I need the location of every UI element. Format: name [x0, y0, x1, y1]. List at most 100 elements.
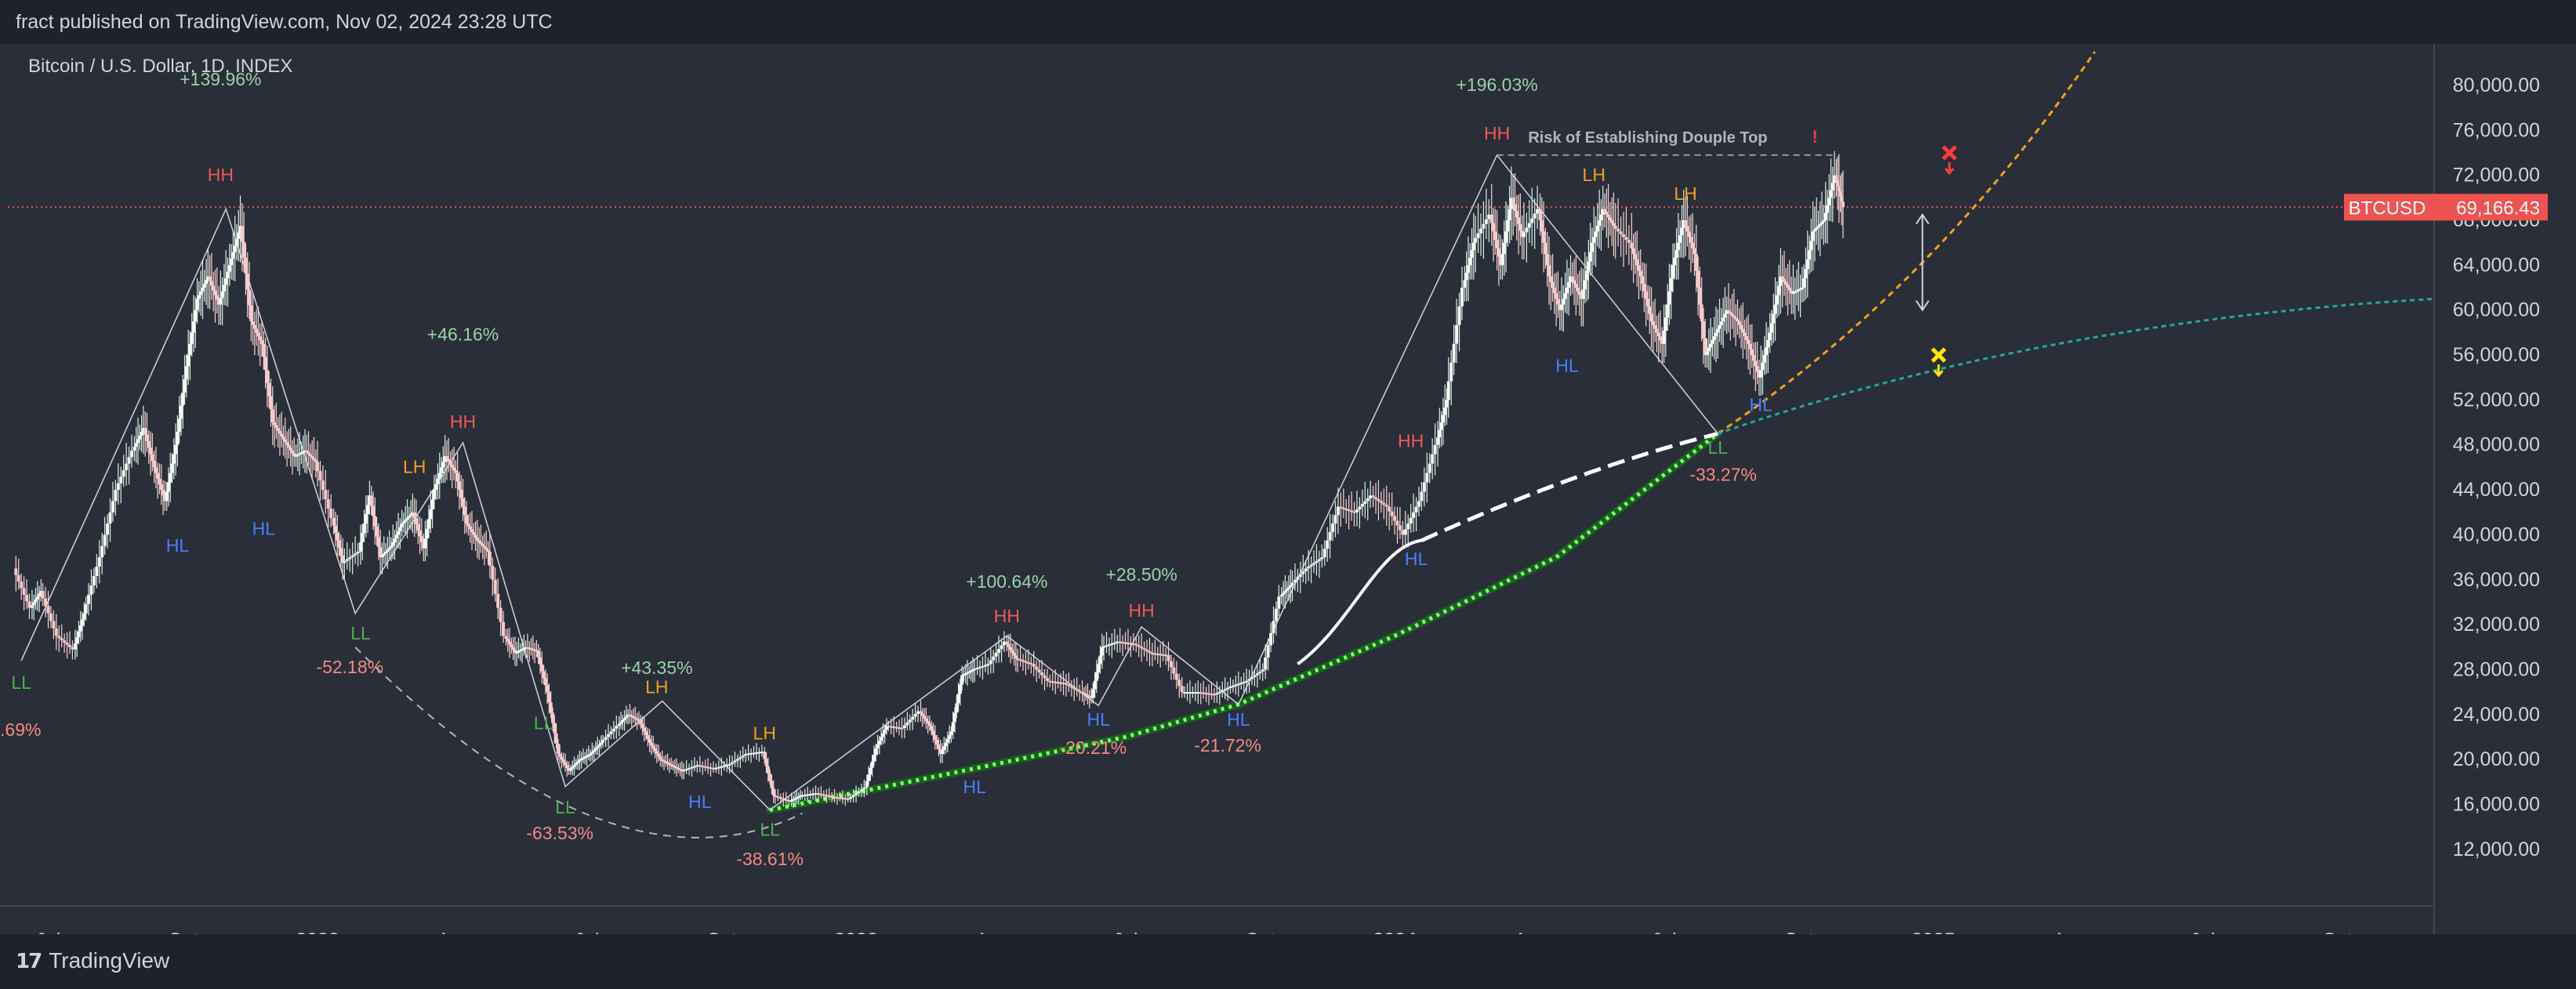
candle-body: [1412, 512, 1416, 518]
chart-panel[interactable]: Bitcoin / U.S. Dollar, 1D, INDEX 80,000.0…: [0, 44, 2576, 934]
candle-body: [375, 526, 379, 537]
candle-body: [1645, 299, 1649, 306]
candle-body: [77, 631, 81, 638]
candle-body: [1464, 272, 1468, 281]
candle-body: [655, 751, 659, 754]
candle-body: [1126, 643, 1130, 645]
candle-body: [749, 753, 753, 755]
candle-body: [288, 447, 292, 451]
candle-body: [78, 625, 82, 632]
candle-body: [1630, 242, 1634, 248]
candle-body: [1377, 499, 1381, 502]
candle-body: [1723, 313, 1727, 318]
candle-body: [1656, 332, 1660, 337]
candle-body: [1118, 641, 1122, 643]
candle-body: [682, 770, 686, 772]
candle-body: [867, 774, 871, 781]
candle-body: [1744, 336, 1748, 340]
candle-body: [827, 795, 831, 798]
candle-body: [427, 519, 431, 529]
candle-body: [784, 799, 788, 801]
candle-body: [409, 514, 413, 516]
candle-body: [1422, 482, 1426, 492]
candle-body: [862, 787, 866, 790]
teal-projection-curve: [1717, 297, 2435, 435]
candle-body: [318, 471, 322, 481]
candle-body: [1560, 304, 1564, 310]
candle-body: [599, 742, 603, 745]
candle-body: [766, 766, 770, 774]
candle-body: [1555, 293, 1558, 299]
candle-body: [1226, 687, 1230, 690]
candle-body: [945, 738, 949, 743]
candle-body: [1648, 306, 1652, 314]
candle-body: [30, 605, 34, 608]
candle-body: [199, 291, 203, 295]
candle-body: [642, 727, 646, 732]
candle-body: [213, 290, 217, 295]
candle-body: [956, 694, 960, 704]
candle-body: [1140, 647, 1144, 649]
header-bar: fract published on TradingView.com, Nov …: [0, 0, 2576, 44]
candle-body: [1515, 211, 1518, 218]
tradingview-logo[interactable]: 𝟭𝟳 TradingView: [16, 948, 169, 973]
candle-body: [244, 257, 248, 274]
candle-body: [1613, 226, 1617, 229]
candle-body: [1497, 248, 1500, 257]
candle-body: [923, 715, 927, 719]
candle-body: [933, 735, 937, 741]
candle-body: [983, 665, 987, 667]
candle-body: [1711, 339, 1714, 344]
candle-body: [1445, 400, 1449, 408]
pivot-label-lh: LH: [1674, 183, 1696, 204]
candle-body: [874, 748, 878, 755]
candle-body: [273, 422, 277, 426]
candle-body: [49, 613, 53, 621]
candle-body: [249, 305, 253, 322]
candle-body: [1245, 680, 1249, 683]
candle-body: [525, 647, 529, 649]
candle-body: [1573, 280, 1576, 284]
candle-body: [1502, 242, 1506, 255]
candle-body: [590, 752, 594, 754]
candle-body: [1622, 234, 1626, 237]
candle-body: [1812, 229, 1816, 232]
candle-body: [517, 650, 521, 653]
candle-body: [25, 594, 29, 602]
candle-body: [324, 490, 328, 500]
candle-body: [432, 490, 436, 500]
candle-body: [1765, 347, 1769, 356]
candle-body: [1212, 694, 1216, 696]
candle-body: [808, 794, 812, 796]
candle-body: [285, 442, 289, 445]
candle-body: [706, 766, 710, 769]
candle-body: [1698, 288, 1702, 305]
candle-body: [1833, 175, 1837, 183]
candle-body: [437, 473, 441, 479]
candle-body: [283, 439, 287, 443]
candle-body: [981, 665, 985, 668]
candle-body: [1552, 288, 1556, 294]
pivot-label-ll: LL: [1707, 437, 1728, 458]
candle-body: [953, 712, 957, 723]
candle-body: [376, 536, 380, 547]
candle-body: [1279, 594, 1283, 597]
candle-body: [1080, 692, 1084, 694]
candle-body: [75, 637, 79, 644]
chart-title: Bitcoin / U.S. Dollar, 1D, INDEX: [28, 56, 292, 77]
candle-body: [22, 588, 26, 595]
candle-body: [1674, 250, 1678, 258]
candle-body: [540, 664, 544, 672]
candle-body: [1231, 685, 1235, 687]
pivot-label-hl: HL: [166, 535, 190, 556]
price-chart[interactable]: Bitcoin / U.S. Dollar, 1D, INDEX 80,000.0…: [0, 44, 2576, 934]
candle-body: [1261, 669, 1264, 672]
candle-body: [924, 718, 928, 721]
candle-body: [27, 601, 31, 608]
candle-body: [280, 433, 284, 437]
candle-body: [1452, 343, 1456, 363]
candle-body: [913, 714, 917, 717]
candle-body: [287, 444, 291, 448]
candle-body: [358, 542, 362, 552]
candle-body: [1678, 235, 1682, 243]
